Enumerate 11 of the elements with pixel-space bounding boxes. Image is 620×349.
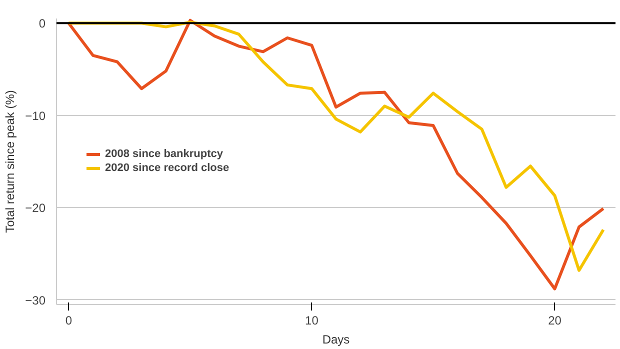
y-tick-label: 0 xyxy=(38,16,46,31)
y-axis-title: Total return since peak (%) xyxy=(3,90,18,233)
y-tick-label: −10 xyxy=(25,108,46,123)
y-tick-label: −30 xyxy=(25,293,46,308)
x-tick-label: 20 xyxy=(548,314,562,328)
y-tick-label: −20 xyxy=(25,201,46,216)
legend-label: 2008 since bankruptcy xyxy=(105,148,224,160)
legend-label: 2020 since record close xyxy=(105,162,230,174)
x-axis-title: Days xyxy=(322,332,350,346)
x-tick-label: 10 xyxy=(305,314,319,328)
x-tick-label: 0 xyxy=(65,314,72,328)
